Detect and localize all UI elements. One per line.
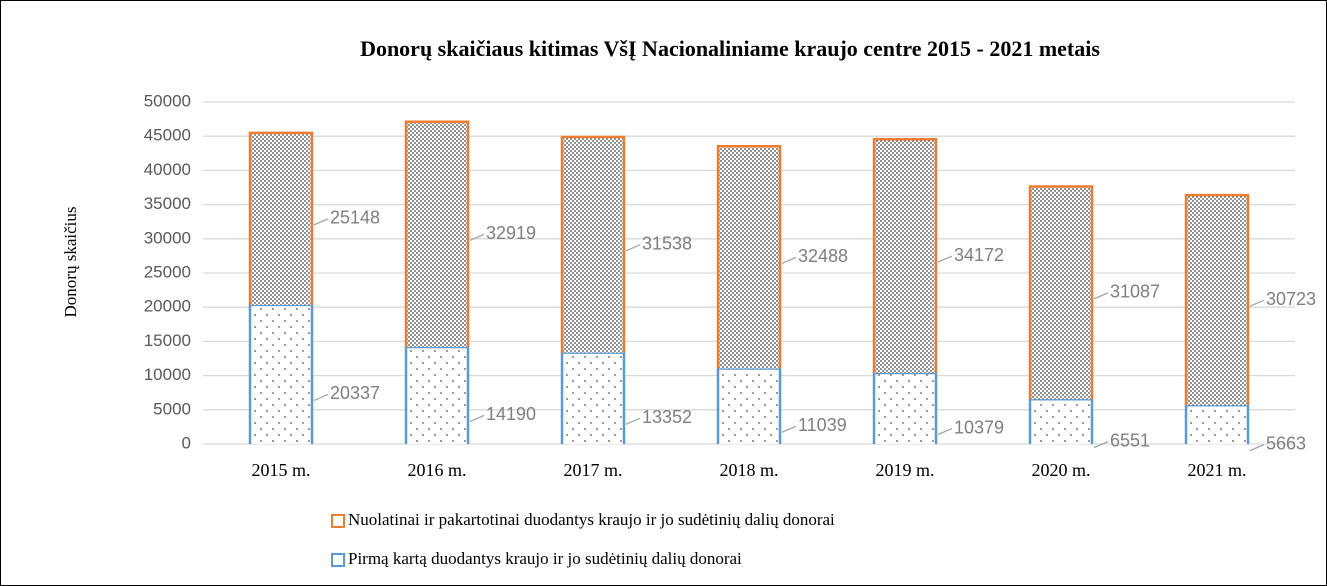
bar-segment xyxy=(1030,186,1092,400)
y-tick-label: 45000 xyxy=(144,126,191,145)
leader-line xyxy=(625,244,641,252)
x-tick-label: 2020 m. xyxy=(1031,460,1090,480)
legend-label: Pirmą kartą duodantys kraujo ir jo sudėt… xyxy=(348,549,742,568)
legend-label: Nuolatinai ir pakartotinai duodantys kra… xyxy=(348,510,835,529)
data-label: 32919 xyxy=(486,223,536,243)
data-label: 13352 xyxy=(642,407,692,427)
leader-line xyxy=(313,393,329,402)
bar-segment xyxy=(1030,399,1092,444)
y-tick-label: 35000 xyxy=(144,194,191,213)
data-label: 10379 xyxy=(954,417,1004,437)
bar-outline xyxy=(872,138,938,374)
bar-outline xyxy=(248,303,314,444)
x-tick-label: 2016 m. xyxy=(407,460,466,480)
bar-segment xyxy=(1186,195,1248,406)
data-label: 20337 xyxy=(330,383,380,403)
y-tick-label: 25000 xyxy=(144,262,191,281)
data-label: 25148 xyxy=(330,208,380,228)
leader-line xyxy=(781,425,797,433)
bar-segment xyxy=(250,304,312,444)
bar-outline xyxy=(248,131,314,305)
leader-line xyxy=(1093,440,1109,449)
bar-outline xyxy=(404,120,470,347)
data-label: 6551 xyxy=(1110,430,1150,450)
bar-segment xyxy=(718,146,780,369)
leader-line xyxy=(625,417,641,425)
y-tick-label: 40000 xyxy=(144,160,191,179)
y-tick-label: 10000 xyxy=(144,365,191,384)
bar-segment xyxy=(406,346,468,444)
legend-marker xyxy=(331,553,345,567)
leader-line xyxy=(1249,444,1265,452)
bar-outline xyxy=(1028,185,1094,400)
bar-outline xyxy=(872,371,938,444)
bar-segment xyxy=(874,373,936,444)
leader-line xyxy=(313,218,329,226)
data-label: 11039 xyxy=(798,415,847,435)
y-tick-label: 20000 xyxy=(144,297,191,316)
bar-segment xyxy=(718,368,780,444)
x-tick-label: 2021 m. xyxy=(1187,460,1246,480)
leader-line xyxy=(469,233,485,241)
bar-outline xyxy=(716,145,782,369)
y-tick-label: 30000 xyxy=(144,228,191,247)
leader-line xyxy=(469,414,485,423)
bar-segment xyxy=(1186,405,1248,444)
leader-line xyxy=(937,427,953,436)
x-tick-label: 2019 m. xyxy=(875,460,934,480)
y-tick-label: 0 xyxy=(182,433,191,452)
y-tick-label: 5000 xyxy=(153,399,191,418)
data-label: 14190 xyxy=(486,404,536,424)
chart-title: Donorų skaičiaus kitimas VšĮ Nacionalini… xyxy=(360,36,1100,61)
legend-marker xyxy=(331,514,345,528)
data-label: 31538 xyxy=(642,234,692,254)
y-axis-title: Donorų skaičius xyxy=(61,207,80,318)
bar-outline xyxy=(560,135,626,353)
data-label: 31087 xyxy=(1110,282,1160,302)
y-tick-label: 15000 xyxy=(144,331,191,350)
data-label: 32488 xyxy=(798,246,848,266)
leader-line xyxy=(937,255,953,263)
leader-line xyxy=(1249,299,1265,307)
data-label: 34172 xyxy=(954,245,1004,265)
bar-segment xyxy=(562,352,624,444)
x-tick-label: 2015 m. xyxy=(251,460,310,480)
x-tick-label: 2018 m. xyxy=(719,460,778,480)
leader-line xyxy=(781,256,797,264)
bar-outline xyxy=(1184,193,1250,406)
y-tick-label: 50000 xyxy=(144,91,191,110)
bar-segment xyxy=(250,132,312,305)
x-tick-label: 2017 m. xyxy=(563,460,622,480)
data-label: 30723 xyxy=(1266,289,1316,309)
data-label: 5663 xyxy=(1266,433,1306,453)
bar-segment xyxy=(562,136,624,353)
bar-segment xyxy=(406,121,468,347)
bar-segment xyxy=(874,139,936,374)
leader-line xyxy=(1093,292,1109,300)
